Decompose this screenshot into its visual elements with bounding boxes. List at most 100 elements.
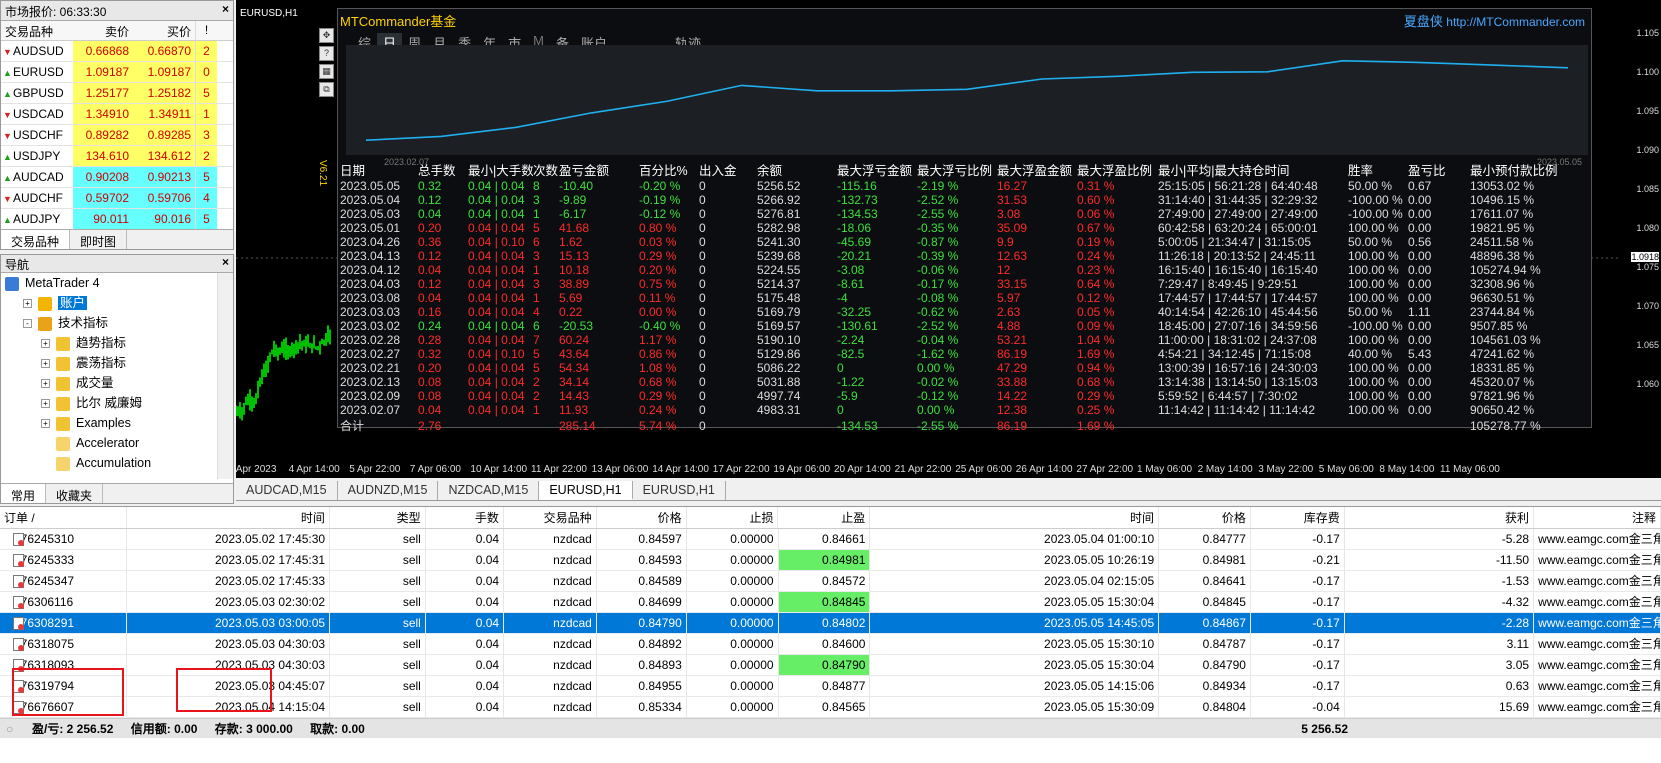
collapse-icon[interactable]: - xyxy=(23,319,32,329)
nav-item[interactable]: + 成交量 xyxy=(1,373,233,393)
order-cell: 0.04 xyxy=(426,697,505,717)
nav-item[interactable]: + 震荡指标 xyxy=(1,353,233,373)
order-row[interactable]: 376306116 2023.05.03 02:30:02 sell 0.04 nzdc… xyxy=(0,592,1661,613)
nav-item[interactable]: Accumulation xyxy=(1,453,233,473)
order-row[interactable]: 376308291 2023.05.03 03:00:05 sell 0.04 nzdc… xyxy=(0,613,1661,634)
terminal-header-cell[interactable]: 时间 xyxy=(127,507,330,528)
tab-symbols[interactable]: 交易品种 xyxy=(1,230,71,249)
expand-icon[interactable]: + xyxy=(41,339,50,349)
market-watch-row[interactable]: ▼AUDCHF 0.59702 0.59706 4 xyxy=(1,188,233,209)
nav-item[interactable]: Accelerator xyxy=(1,433,233,453)
terminal-header-cell[interactable]: 订单 / xyxy=(0,507,127,528)
terminal-header-cell[interactable]: 库存费 xyxy=(1251,507,1345,528)
tab-favorites[interactable]: 收藏夹 xyxy=(46,484,104,503)
terminal-header-cell[interactable]: 交易品种 xyxy=(504,507,597,528)
nav-item[interactable]: + 趋势指标 xyxy=(1,333,233,353)
symbol-header[interactable]: 交易品种 xyxy=(5,25,54,39)
tab-tick-chart[interactable]: 即时图 xyxy=(70,230,128,249)
help-icon[interactable]: ? xyxy=(319,46,334,61)
stats-cell: 18:45:00 | 27:07:16 | 34:59:56 xyxy=(1158,319,1318,333)
stats-cell: 105274.94 % xyxy=(1470,263,1541,277)
market-watch-row[interactable]: ▲AUDCAD 0.90208 0.90213 5 xyxy=(1,167,233,188)
spread-header[interactable]: ! xyxy=(195,21,217,40)
expand-icon[interactable]: + xyxy=(41,419,50,429)
terminal-header-cell[interactable]: 止盈 xyxy=(778,507,871,528)
stats-cell: 24511.58 % xyxy=(1470,235,1534,249)
order-row[interactable]: 376676607 2023.05.04 14:15:04 sell 0.04 nzdc… xyxy=(0,697,1661,718)
bid-cell: 1.09187 xyxy=(73,62,133,82)
order-closed-icon xyxy=(13,638,24,651)
market-watch-row[interactable]: ▼AUDSUD 0.66868 0.66870 2 xyxy=(1,41,233,62)
terminal-header-cell[interactable]: 获利 xyxy=(1345,507,1535,528)
stats-cell: 50.00 % xyxy=(1348,305,1393,319)
stats-cell: 100.00 % xyxy=(1348,277,1399,291)
tab-common[interactable]: 常用 xyxy=(1,484,47,503)
close-icon[interactable]: × xyxy=(221,255,229,269)
market-watch-header: 交易品种 卖价 买价 ! xyxy=(1,21,233,41)
chart-tab[interactable]: EURUSD,H1 xyxy=(633,481,726,500)
order-cell: -0.17 xyxy=(1251,676,1345,696)
chart-tab[interactable]: EURUSD,H1 xyxy=(539,481,633,500)
stats-cell: 0.04 | 0.04 xyxy=(468,207,525,221)
symbol-name: AUDCHF xyxy=(13,191,63,205)
market-watch-row[interactable]: ▲USDJPY 134.610 134.612 2 xyxy=(1,146,233,167)
close-icon[interactable]: × xyxy=(221,2,229,16)
stats-cell: 5282.98 xyxy=(757,221,801,235)
terminal-header-cell[interactable]: 时间 xyxy=(870,507,1160,528)
stats-cell: 0.67 % xyxy=(1077,221,1115,235)
navigator-scrollbar[interactable] xyxy=(217,273,233,479)
order-cell: 0.84845 xyxy=(778,592,871,612)
ask-header[interactable]: 买价 xyxy=(166,25,191,39)
mtc-tab[interactable]: M xyxy=(533,33,544,48)
expand-icon[interactable]: + xyxy=(23,299,32,309)
settings-icon[interactable]: ▦ xyxy=(319,64,334,79)
chart-tab[interactable]: AUDCAD,M15 xyxy=(236,481,338,500)
order-cell-value: 0.04 xyxy=(475,595,500,609)
nav-item[interactable]: MetaTrader 4 xyxy=(1,273,233,293)
terminal-header-cell[interactable]: 价格 xyxy=(1159,507,1251,528)
terminal-header-cell[interactable]: 止损 xyxy=(687,507,779,528)
stats-cell: 11:00:00 | 18:31:02 | 24:37:08 xyxy=(1158,333,1317,347)
expand-icon[interactable]: + xyxy=(41,399,50,409)
terminal-header-cell[interactable]: 类型 xyxy=(330,507,426,528)
market-watch-row[interactable]: ▲GBPUSD 1.25177 1.25182 5 xyxy=(1,83,233,104)
nav-item[interactable]: + 比尔 威廉姆 xyxy=(1,393,233,413)
terminal-header-cell[interactable]: 手数 xyxy=(426,507,504,528)
stats-cell: 1.69 % xyxy=(1077,347,1115,361)
order-cell: 0.84981 xyxy=(1159,550,1251,570)
expand-icon[interactable]: + xyxy=(41,379,50,389)
move-icon[interactable]: ✥ xyxy=(319,28,334,43)
expand-icon[interactable]: + xyxy=(41,359,50,369)
chart-tab[interactable]: NZDCAD,M15 xyxy=(438,481,540,500)
order-row[interactable]: 376245347 2023.05.02 17:45:33 sell 0.04 nzdc… xyxy=(0,571,1661,592)
mtc-url[interactable]: http://MTCommander.com xyxy=(1446,15,1585,29)
terminal-header-cell[interactable]: 注释 xyxy=(1534,507,1661,528)
nav-item[interactable]: - 技术指标 xyxy=(1,313,233,333)
nav-item[interactable]: + Examples xyxy=(1,413,233,433)
nav-item[interactable]: + 账户 xyxy=(1,293,233,313)
restore-icon[interactable]: ⧉ xyxy=(319,82,334,97)
stats-header-cell: 最小|平均|最大持仓时间 xyxy=(1158,164,1290,178)
stats-cell: 0.22 xyxy=(559,305,583,319)
symbol-cell: ▲AUDCAD xyxy=(1,167,73,187)
order-row[interactable]: 376319794 2023.05.03 04:45:07 sell 0.04 nzdc… xyxy=(0,676,1661,697)
stats-cell: -2.52 % xyxy=(917,319,959,333)
order-cell-value: 15.69 xyxy=(1499,700,1530,714)
market-watch-row[interactable]: ▼USDCAD 1.34910 1.34911 1 xyxy=(1,104,233,125)
order-row[interactable]: 376245333 2023.05.02 17:45:31 sell 0.04 nzdc… xyxy=(0,550,1661,571)
stats-cell: 0.00 % xyxy=(639,305,677,319)
chart-tab[interactable]: AUDNZD,M15 xyxy=(338,481,439,500)
order-row[interactable]: 376245310 2023.05.02 17:45:30 sell 0.04 nzdc… xyxy=(0,529,1661,550)
stats-cell: 53.21 xyxy=(997,333,1028,347)
stats-cell: -1.62 % xyxy=(917,347,959,361)
bid-header[interactable]: 卖价 xyxy=(104,25,129,39)
order-row[interactable]: 376318075 2023.05.03 04:30:03 sell 0.04 nzdc… xyxy=(0,634,1661,655)
order-cell-value: 2023.05.05 14:15:06 xyxy=(1044,679,1155,693)
stats-cell: 4:54:21 | 34:12:45 | 71:15:08 xyxy=(1158,347,1312,361)
terminal-header-cell[interactable]: 价格 xyxy=(597,507,687,528)
market-watch-row[interactable]: ▲AUDJPY 90.011 90.016 5 xyxy=(1,209,233,230)
stats-cell: 97821.96 % xyxy=(1470,389,1535,403)
stats-cell: 54.34 xyxy=(559,361,590,375)
market-watch-row[interactable]: ▼USDCHF 0.89282 0.89285 3 xyxy=(1,125,233,146)
market-watch-row[interactable]: ▲EURUSD 1.09187 1.09187 0 xyxy=(1,62,233,83)
